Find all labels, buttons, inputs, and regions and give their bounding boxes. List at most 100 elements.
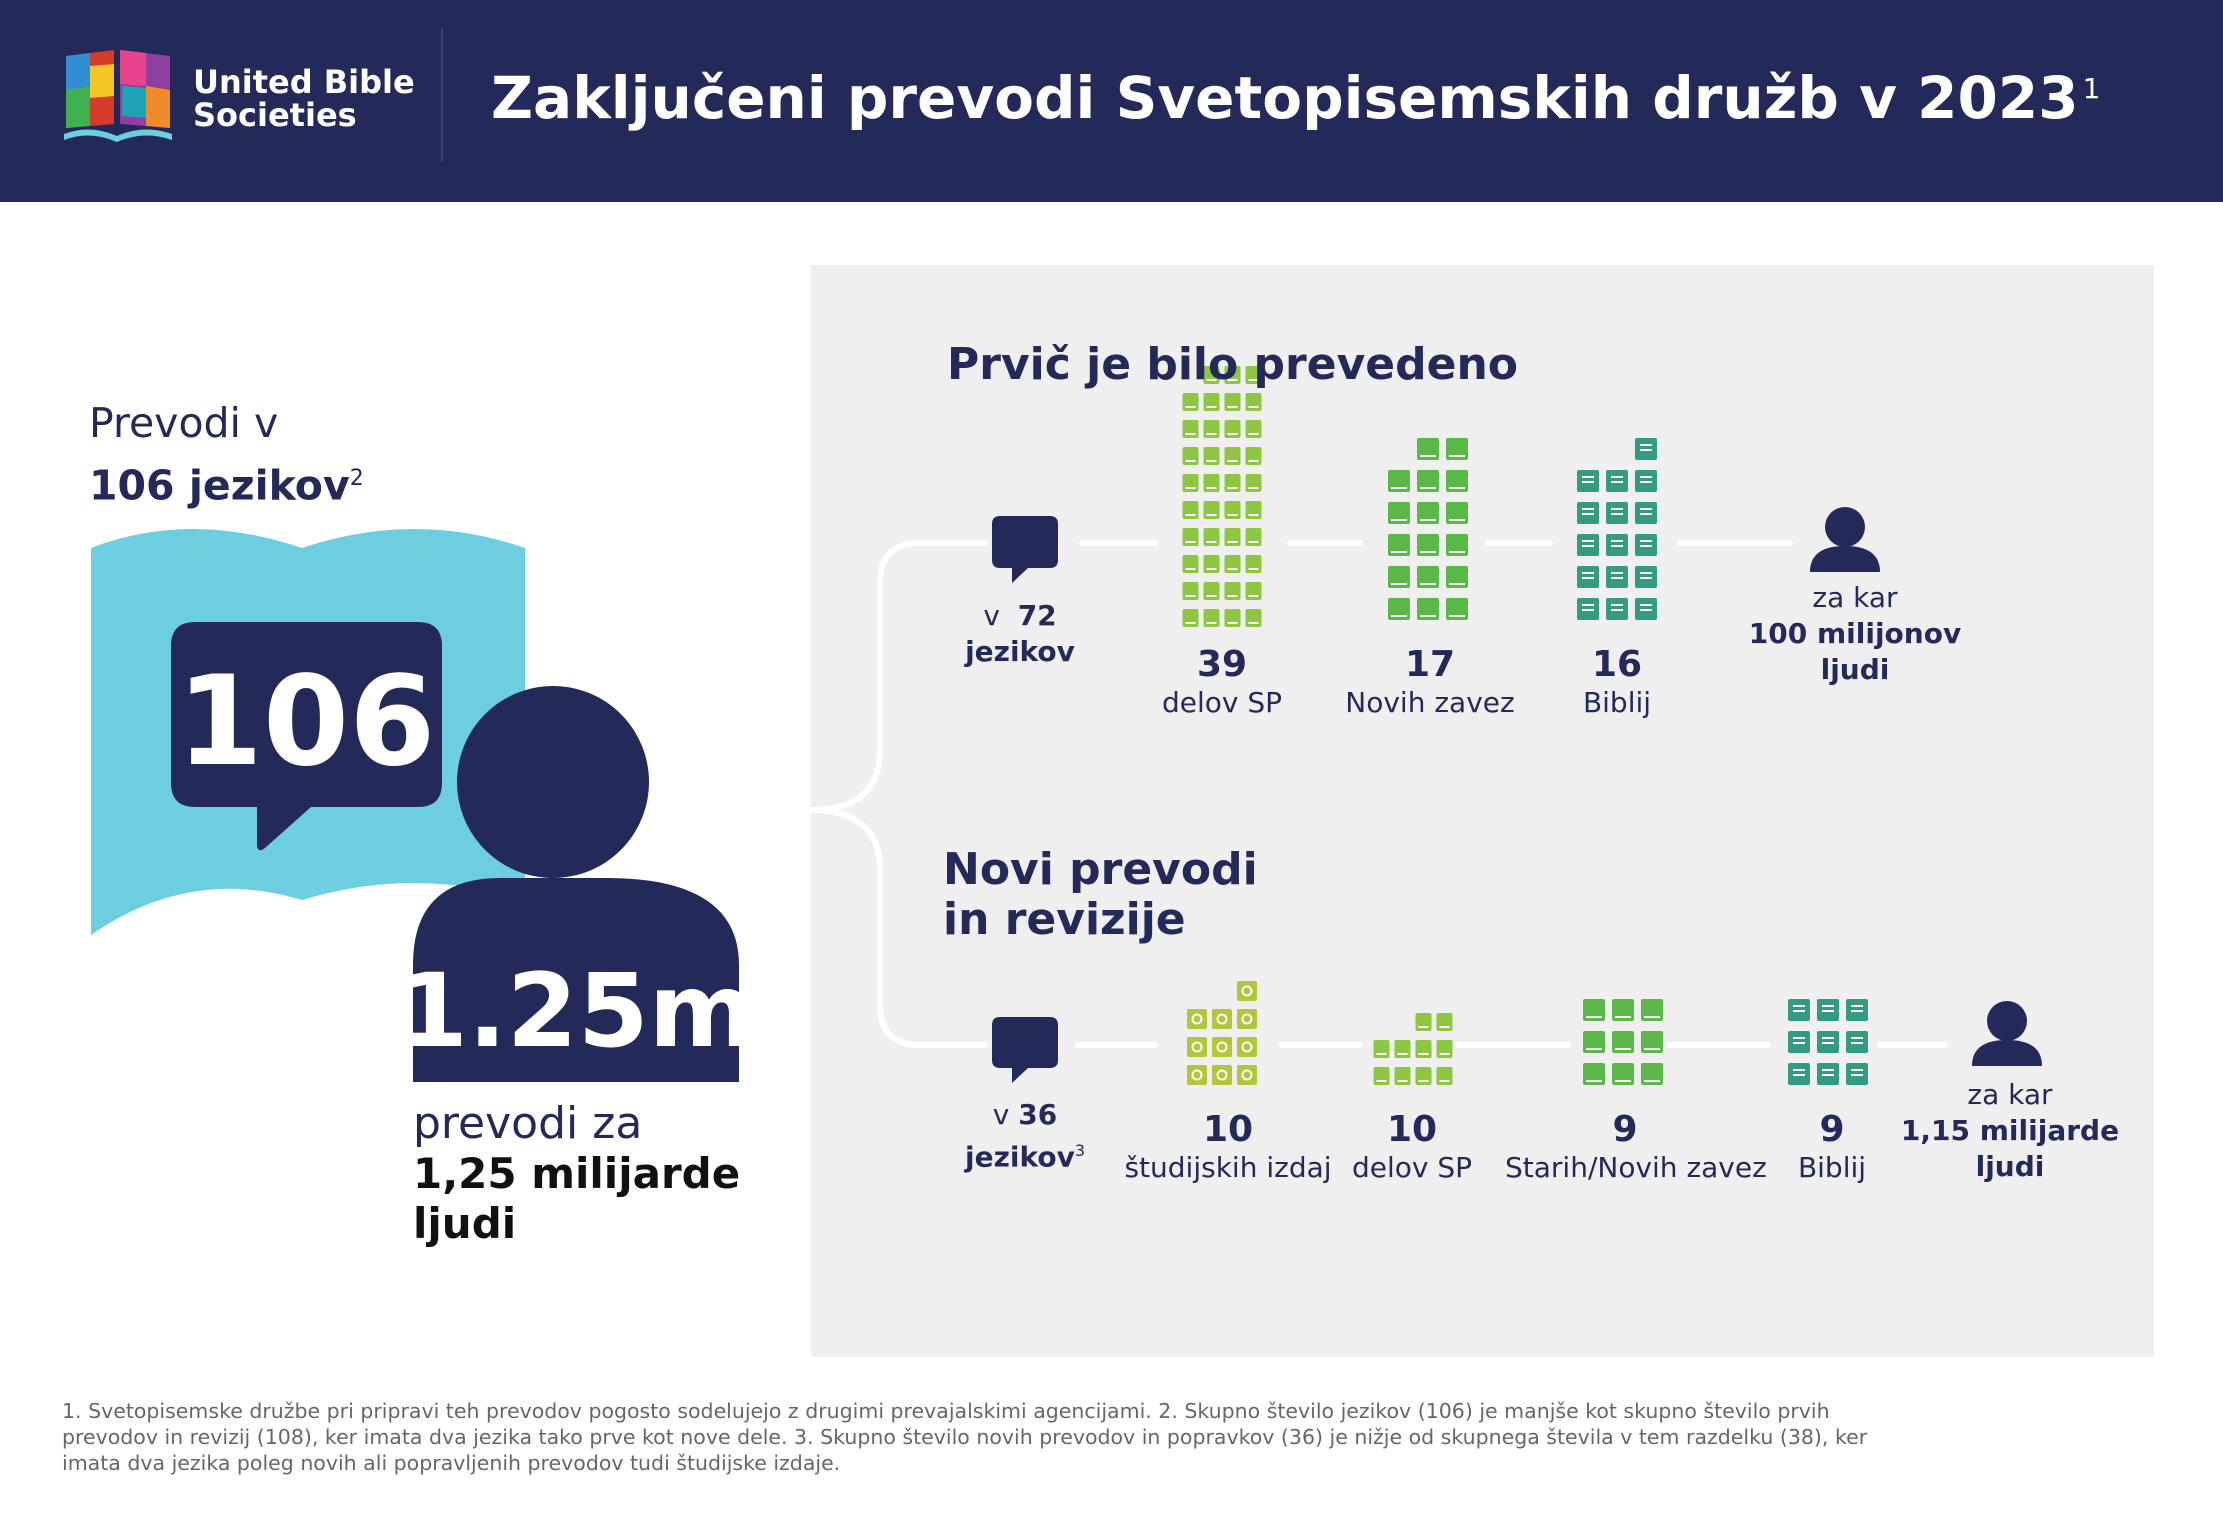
study-edition-icon <box>1212 1065 1232 1085</box>
book-spine-line <box>1615 1080 1631 1082</box>
book-spine-line <box>1227 406 1238 408</box>
bible-icon-line <box>1793 1069 1805 1071</box>
new-revisions-testaments: 9 Starih/Novih zavez <box>1505 1109 1767 1186</box>
book-spine-line <box>1418 1053 1429 1055</box>
new-testaments-number: 9 <box>1612 1109 1638 1150</box>
bible-icon-line <box>1582 540 1594 542</box>
study-edition-icon <box>1237 1037 1257 1057</box>
book-spine-line <box>1449 615 1465 617</box>
first-time-bibles-label: Biblij <box>1582 686 1652 719</box>
languages-big-number: 106 <box>177 650 436 794</box>
book-spine-line <box>1248 541 1259 543</box>
book-spine-line <box>1439 1026 1450 1028</box>
title-footnote-ref: 1 <box>2082 72 2101 105</box>
logo-line-2: Societies <box>193 96 357 134</box>
page-title: Zaključeni prevodi Svetopisemskih družb … <box>491 64 2100 132</box>
bible-icon-line <box>1851 1037 1863 1039</box>
testament-icon <box>1612 999 1634 1021</box>
book-spine-line <box>1376 1080 1387 1082</box>
bible-icon-line <box>1611 545 1623 547</box>
magnifier-icon <box>1191 1069 1203 1081</box>
book-spine-line <box>1227 379 1238 381</box>
testament-icon <box>1388 470 1410 492</box>
book-spine-line <box>1644 1016 1660 1018</box>
book-spine-line <box>1420 487 1436 489</box>
portion-icon <box>1436 1067 1453 1085</box>
portion-icon <box>1245 555 1262 573</box>
bible-icon-line <box>1640 604 1652 606</box>
portion-icon <box>1203 393 1220 411</box>
study-edition-icon <box>1212 1037 1232 1057</box>
bible-icon-line <box>1640 513 1652 515</box>
new-revisions-title-line-1: Novi prevodi <box>943 844 1258 895</box>
first-time-lang-prefix: v <box>983 599 1000 632</box>
new-revisions-reach-line-3: ljudi <box>1975 1150 2045 1183</box>
testament-icon <box>1583 1063 1605 1085</box>
bible-icon-line <box>1793 1042 1805 1044</box>
testament-icon <box>1583 999 1605 1021</box>
portion-icon <box>1203 420 1220 438</box>
new-testaments-label: Starih/Novih zavez <box>1505 1151 1767 1184</box>
book-spine-line <box>1227 568 1238 570</box>
magnifier-icon <box>1241 1041 1253 1053</box>
new-revisions-title: Novi prevodi in revizije <box>943 845 1258 945</box>
book-spine-line <box>1586 1016 1602 1018</box>
first-time-bibles-number: 16 <box>1591 644 1643 685</box>
speech-bubble-icon <box>171 622 442 851</box>
first-time-testaments: 17 Novih zavez <box>1330 645 1530 721</box>
new-revisions-reach-line-1: za kar <box>1967 1078 2053 1111</box>
bible-icon-line <box>1640 572 1652 574</box>
bible-icon-line <box>1793 1037 1805 1039</box>
testament-icon <box>1583 1031 1605 1053</box>
first-time-testaments-label: Novih zavez <box>1345 686 1515 719</box>
bible-icon-line <box>1822 1069 1834 1071</box>
book-spine-line <box>1391 519 1407 521</box>
testament-icon <box>1446 566 1468 588</box>
book-spine-line <box>1420 583 1436 585</box>
book-spine-line <box>1439 1080 1450 1082</box>
testament-icon <box>1612 1063 1634 1085</box>
testament-icon <box>1641 1063 1663 1085</box>
book-spine-line <box>1644 1048 1660 1050</box>
languages-intro-line-1: Prevodi v <box>89 399 279 447</box>
testament-icon <box>1446 598 1468 620</box>
book-spine-line <box>1248 406 1259 408</box>
bible-icon-line <box>1640 444 1652 446</box>
bible-icon-line <box>1793 1010 1805 1012</box>
portion-icon <box>1203 528 1220 546</box>
book-spine-line <box>1248 433 1259 435</box>
new-revisions-lang-number: 36 <box>1018 1098 1058 1131</box>
bible-icon-line <box>1851 1074 1863 1076</box>
portion-icon <box>1245 393 1262 411</box>
bible-icon-line <box>1582 476 1594 478</box>
person-head-icon <box>457 686 649 878</box>
book-spine-line <box>1206 487 1217 489</box>
bible-icon-line <box>1582 572 1594 574</box>
book-spine-line <box>1185 595 1196 597</box>
book-spine-line <box>1439 1053 1450 1055</box>
book-spine-line <box>1227 514 1238 516</box>
flow-connectors <box>992 366 2042 1085</box>
bible-icon-line <box>1822 1042 1834 1044</box>
first-time-reach-line-2: 100 milijonov <box>1748 617 1962 650</box>
book-spine-line <box>1185 460 1196 462</box>
book-spine-line <box>1206 541 1217 543</box>
bible-icon-line <box>1611 481 1623 483</box>
book-spine-line <box>1227 487 1238 489</box>
people-big-number: 1.25m <box>397 952 755 1071</box>
bible-icon-line <box>1611 508 1623 510</box>
bible-icon-line <box>1793 1005 1805 1007</box>
bible-icon-line <box>1793 1074 1805 1076</box>
portion-icon <box>1224 474 1241 492</box>
book-spine-line <box>1185 487 1196 489</box>
portion-icon <box>1245 474 1262 492</box>
testament-icon-grid <box>1388 438 1468 620</box>
new-revisions-portions: 10 delov SP <box>1312 1110 1512 1186</box>
portion-icon-grid <box>1373 1013 1453 1085</box>
portion-icon <box>1415 1013 1432 1031</box>
new-portions-label: delov SP <box>1351 1151 1473 1184</box>
book-spine-line <box>1206 406 1217 408</box>
magnifier-icon <box>1191 1013 1203 1025</box>
testament-icon <box>1417 566 1439 588</box>
new-revisions-bibles: 9 Biblij <box>1732 1110 1932 1186</box>
